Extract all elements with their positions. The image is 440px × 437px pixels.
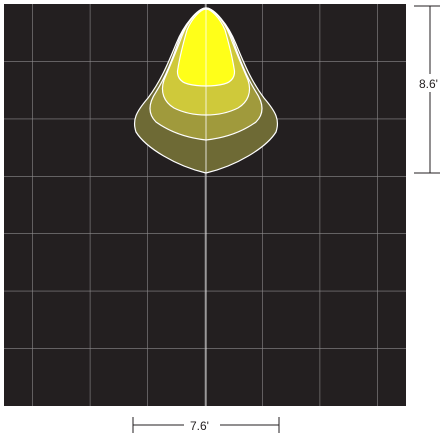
vertical-dimension — [414, 5, 440, 174]
grid — [4, 4, 406, 406]
horizontal-dimension — [132, 417, 280, 433]
vertical-dimension-label: 8.6' — [419, 77, 438, 91]
horizontal-dimension-label: 7.6' — [190, 419, 209, 433]
